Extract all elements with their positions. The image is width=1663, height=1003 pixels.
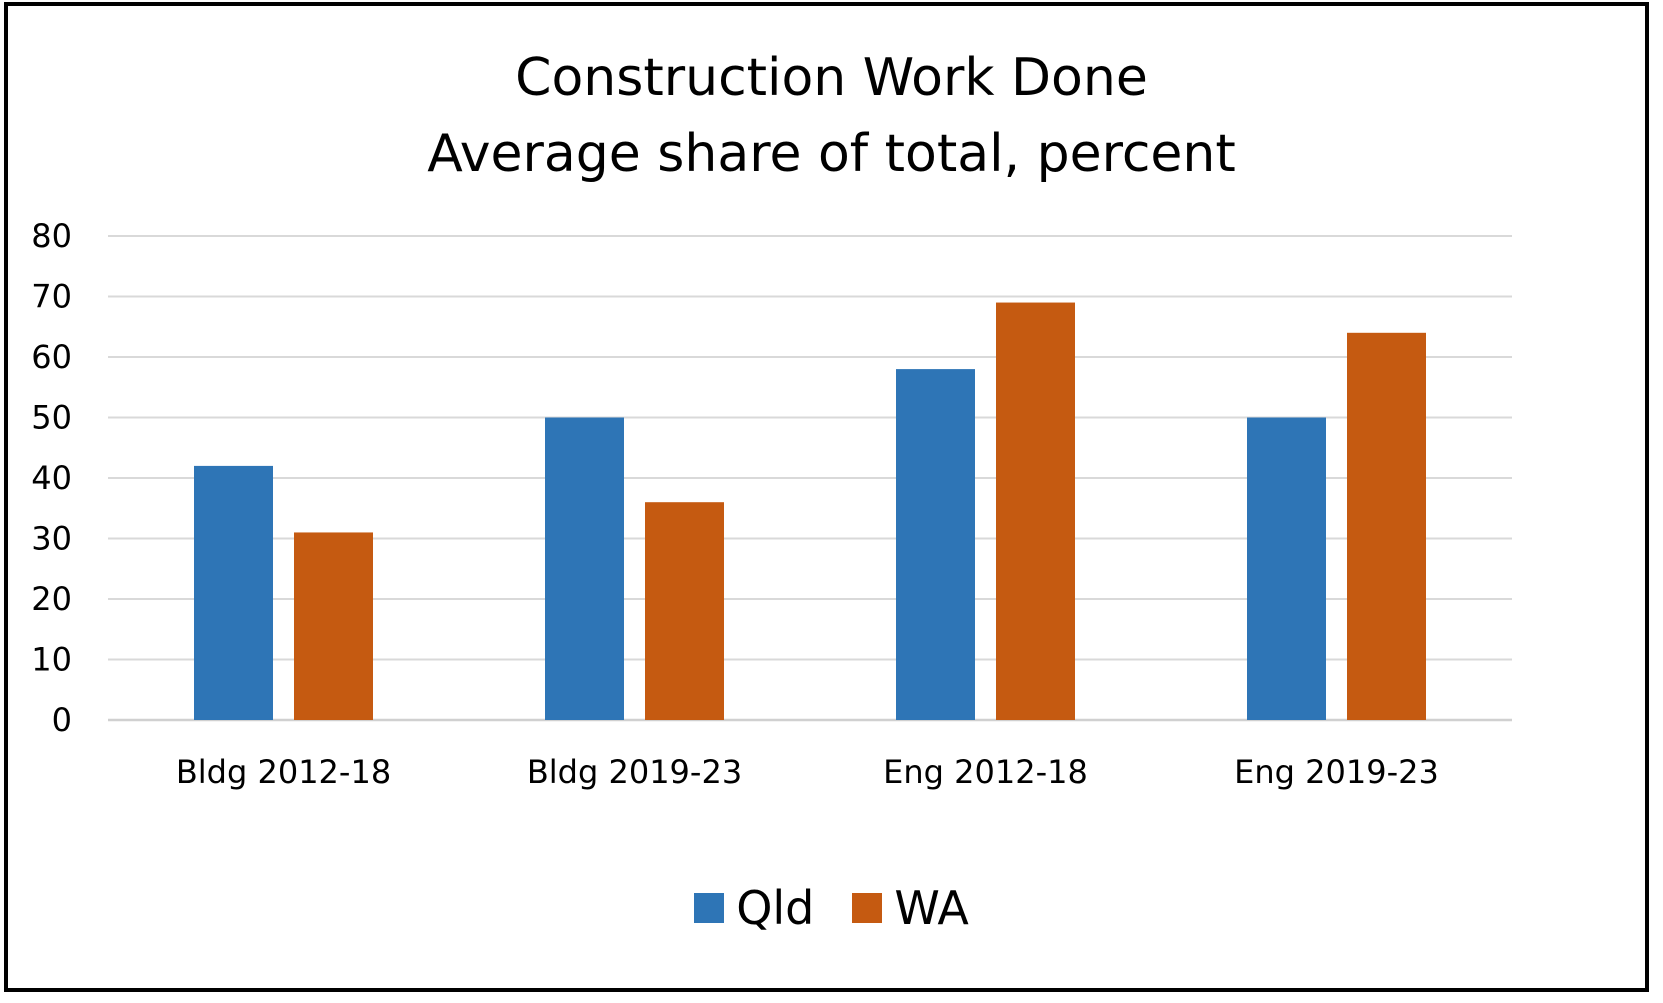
y-tick-label: 80 [31,217,72,255]
y-tick-label: 0 [52,701,72,739]
bar-wa-1 [294,532,373,720]
y-tick-label: 70 [31,278,72,316]
x-tick-label: Eng 2012-18 [883,753,1088,791]
bar-qld-2 [545,417,624,720]
chart-subtitle: Average share of total, percent [427,124,1236,184]
bar-wa-4 [1347,332,1426,720]
bars [194,302,1426,720]
x-tick-label: Bldg 2019-23 [527,753,742,791]
legend-label-wa: WA [894,881,969,935]
y-tick-label: 60 [31,338,72,376]
bar-qld-1 [194,465,273,720]
bar-wa-2 [645,502,724,720]
x-axis-ticks: Bldg 2012-18 Bldg 2019-23 Eng 2012-18 Eng 2… [176,753,1439,791]
x-tick-label: Bldg 2012-18 [176,753,391,791]
legend-swatch-wa [852,893,883,923]
y-axis-ticks: 0 10 20 30 40 50 60 70 80 [31,217,72,739]
y-tick-label: 40 [31,459,72,497]
legend-item-wa: WA [852,881,969,935]
legend-item-qld: Qld [694,885,814,931]
x-tick-label: Eng 2019-23 [1234,753,1439,791]
legend-label-qld: Qld [736,881,815,935]
y-tick-label: 20 [31,580,72,618]
bar-qld-3 [896,369,975,720]
y-tick-label: 50 [31,399,72,437]
legend: Qld WA [0,885,1663,931]
y-tick-label: 30 [31,520,72,558]
chart-title: Construction Work Done [515,48,1148,108]
bar-wa-3 [996,302,1075,720]
legend-swatch-qld [694,893,725,923]
bar-qld-4 [1247,417,1326,720]
y-tick-label: 10 [31,641,72,679]
